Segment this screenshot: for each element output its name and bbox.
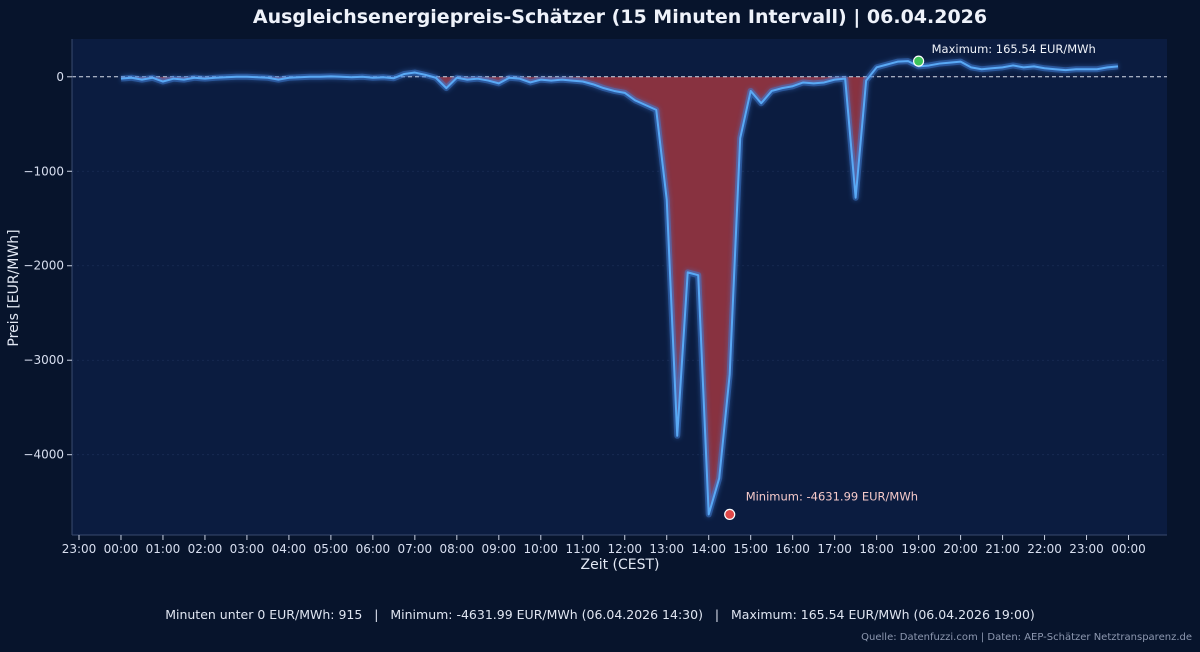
min-annotation: Minimum: -4631.99 EUR/MWh [746, 489, 918, 503]
x-tick-label: 07:00 [398, 542, 433, 556]
axes [71, 39, 1167, 536]
x-axis-label: Zeit (CEST) [580, 557, 659, 573]
y-tick-label: −4000 [23, 448, 64, 462]
x-tick-label: 14:00 [691, 542, 726, 556]
x-tick-label: 13:00 [649, 542, 684, 556]
y-tick-label: −2000 [23, 259, 64, 273]
x-tick-label: 15:00 [733, 542, 768, 556]
x-tick-label: 20:00 [943, 542, 978, 556]
x-tick-label: 00:00 [104, 542, 139, 556]
price-line-series [120, 58, 1119, 518]
x-tick-label: 01:00 [146, 542, 181, 556]
x-tick-label: 08:00 [440, 542, 475, 556]
x-tick-label: 17:00 [817, 542, 852, 556]
x-tick-label: 19:00 [901, 542, 936, 556]
y-axis-label: Preis [EUR/MWh] [6, 229, 22, 346]
x-tick-label: 09:00 [482, 542, 517, 556]
x-tick-label: 16:00 [775, 542, 810, 556]
x-tick-label: 18:00 [859, 542, 894, 556]
x-tick-label: 02:00 [188, 542, 223, 556]
summary-footer: Minuten unter 0 EUR/MWh: 915 | Minimum: … [165, 607, 1035, 622]
x-tick-label: 22:00 [1027, 542, 1062, 556]
x-tick-label: 10:00 [523, 542, 558, 556]
x-tick-label: 23:00 [62, 542, 97, 556]
x-tick-label: 05:00 [314, 542, 349, 556]
chart-title: Ausgleichsenergiepreis-Schätzer (15 Minu… [253, 6, 987, 28]
y-tick-label: −3000 [23, 353, 64, 367]
x-tick-label: 21:00 [985, 542, 1020, 556]
x-axis-ticks: 23:00 00:00 01:00 02:00 03:00 04:00 05:00 06:00… [62, 535, 1146, 556]
x-tick-label: 03:00 [230, 542, 265, 556]
y-tick-label: 0 [56, 70, 64, 84]
x-tick-label: 11:00 [565, 542, 600, 556]
y-axis-ticks: 0 −1000 −2000 −3000 −4000 [23, 70, 72, 462]
y-tick-label: −1000 [23, 164, 64, 178]
x-tick-label: 23:00 [1069, 542, 1104, 556]
x-tick-label: 00:00 [1111, 542, 1146, 556]
extrema-markers: Maximum: 165.54 EUR/MWh Minimum: -4631.99… [724, 42, 1096, 521]
max-annotation: Maximum: 165.54 EUR/MWh [932, 42, 1096, 56]
x-tick-label: 12:00 [607, 542, 642, 556]
source-note: Quelle: Datenfuzzi.com | Daten: AEP-Schä… [861, 632, 1192, 643]
plot-area [72, 39, 1167, 535]
x-tick-label: 04:00 [272, 542, 307, 556]
x-tick-label: 06:00 [356, 542, 391, 556]
price-line [120, 60, 1119, 516]
min-point-marker [724, 508, 736, 521]
max-point-marker [913, 55, 925, 67]
price-chart: Ausgleichsenergiepreis-Schätzer (15 Minu… [6, 6, 1167, 573]
